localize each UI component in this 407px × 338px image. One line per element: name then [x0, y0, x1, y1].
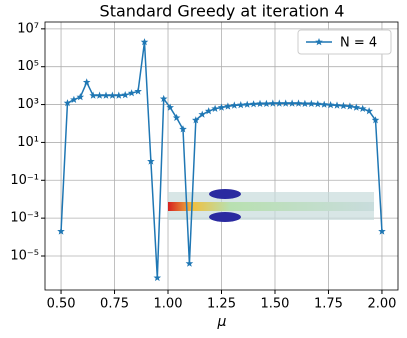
- point-marker: [365, 107, 373, 115]
- point-marker: [352, 103, 361, 111]
- point-marker: [95, 91, 104, 99]
- point-marker: [333, 101, 341, 109]
- point-marker: [346, 102, 354, 110]
- x-tick-label: 1.00: [154, 297, 183, 312]
- point-marker: [108, 91, 117, 99]
- point-marker: [102, 91, 110, 99]
- x-tick-label: 2.00: [367, 297, 396, 312]
- point-marker: [256, 99, 264, 107]
- y-tick-label: 10⁻⁵: [10, 249, 39, 264]
- point-marker: [326, 101, 335, 109]
- point-marker: [224, 102, 232, 110]
- point-marker: [179, 125, 187, 133]
- point-marker: [57, 227, 65, 235]
- point-marker: [192, 116, 200, 124]
- point-marker: [185, 259, 194, 267]
- point-marker: [63, 99, 72, 107]
- point-marker: [217, 103, 226, 111]
- point-marker: [358, 104, 367, 112]
- x-axis-label: μ: [217, 314, 227, 330]
- x-tick-label: 1.75: [314, 297, 343, 312]
- point-marker: [115, 91, 123, 99]
- point-marker: [76, 93, 85, 101]
- point-marker: [127, 89, 136, 97]
- legend-box: [297, 29, 392, 55]
- point-marker: [230, 101, 239, 109]
- point-marker: [320, 100, 328, 108]
- point-marker: [378, 227, 386, 235]
- point-marker: [198, 110, 206, 118]
- y-tick-label: 10⁻¹: [10, 173, 39, 188]
- point-marker: [294, 99, 303, 107]
- y-tick-label: 10⁷: [17, 21, 39, 36]
- y-tick-label: 10⁵: [17, 59, 39, 74]
- y-tick-label: 10¹: [17, 135, 39, 150]
- y-tick-label: 10⁻³: [10, 211, 39, 226]
- point-marker: [275, 99, 284, 107]
- point-marker: [82, 78, 91, 86]
- point-marker: [281, 99, 290, 107]
- point-marker: [70, 95, 78, 103]
- point-marker: [89, 91, 97, 99]
- point-marker: [147, 157, 155, 165]
- x-tick-label: 0.50: [47, 297, 76, 312]
- point-marker: [243, 100, 251, 108]
- point-marker: [269, 99, 277, 107]
- y-tick-label: 10³: [17, 97, 39, 112]
- point-marker: [339, 101, 348, 110]
- legend-marker: [315, 38, 323, 46]
- point-marker: [153, 273, 162, 282]
- point-marker: [314, 100, 322, 108]
- point-marker: [301, 99, 309, 107]
- plot-frame: [44, 21, 399, 291]
- point-marker: [262, 99, 271, 107]
- point-marker: [371, 116, 380, 124]
- point-marker: [166, 103, 174, 111]
- point-marker: [159, 94, 168, 103]
- point-marker: [121, 91, 129, 99]
- point-marker: [172, 113, 181, 121]
- chart-title: Standard Greedy at iteration 4: [100, 2, 345, 21]
- x-tick-label: 1.25: [207, 297, 236, 312]
- legend-label: N = 4: [340, 36, 377, 51]
- point-marker: [237, 101, 245, 109]
- point-marker: [211, 104, 219, 112]
- point-marker: [307, 99, 316, 107]
- point-marker: [204, 107, 213, 115]
- x-tick-label: 1.50: [261, 297, 290, 312]
- point-marker: [288, 99, 296, 107]
- point-marker: [249, 100, 258, 108]
- point-marker: [134, 87, 142, 95]
- inset-image: [168, 189, 374, 222]
- x-tick-label: 0.75: [100, 297, 129, 312]
- point-marker: [140, 38, 149, 46]
